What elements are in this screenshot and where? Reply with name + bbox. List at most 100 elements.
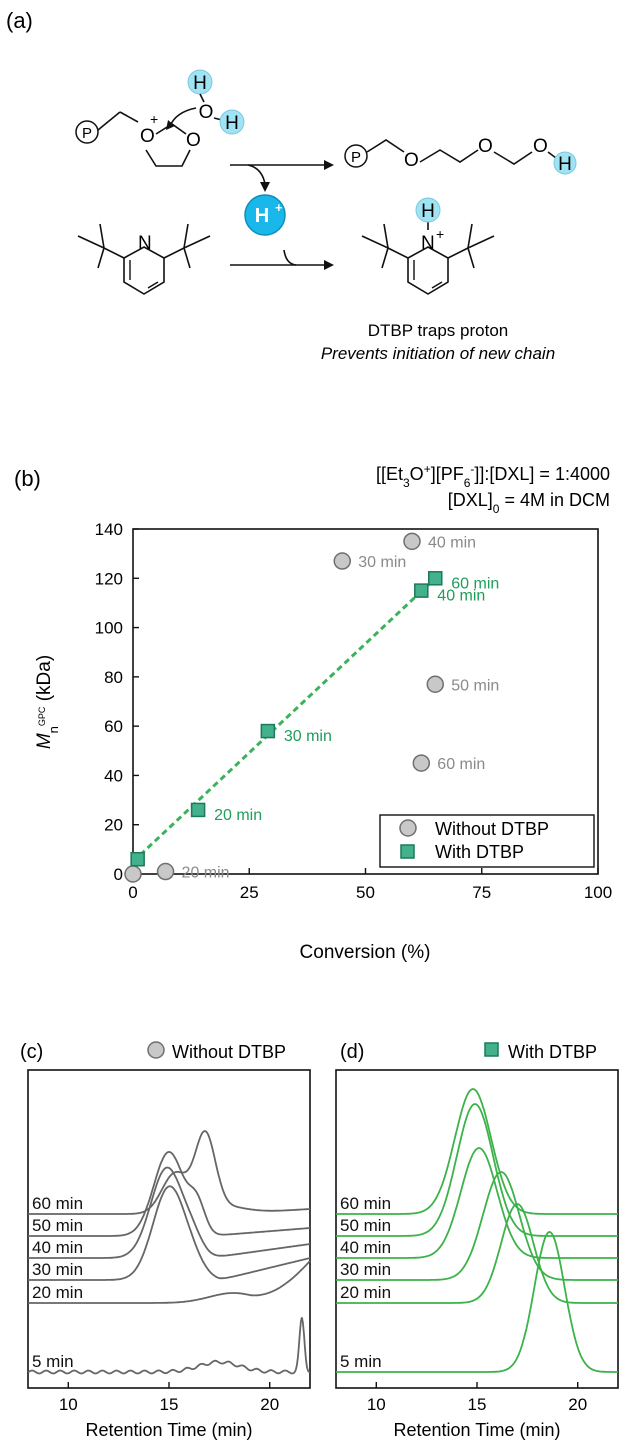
svg-text:O: O bbox=[404, 150, 419, 171]
point-time-label: 60 min bbox=[451, 575, 499, 592]
gpc-trace bbox=[28, 1260, 311, 1304]
chart-gpc: (c) Without DTBP 10 15 20 60 min 50 min 40 mi… bbox=[20, 1041, 619, 1440]
point-time-label: 30 min bbox=[284, 728, 332, 745]
gpc-trace bbox=[28, 1150, 311, 1237]
panel-d-label: (d) bbox=[340, 1041, 364, 1063]
chart-b-title-line-1: [[Et3O+][PF6-]]:[DXL] = 1:4000 bbox=[376, 462, 610, 490]
legend-without-dtbp-label: Without DTBP bbox=[435, 819, 549, 839]
panel-b-label: (b) bbox=[14, 466, 41, 491]
trace-time-label: 20 min bbox=[32, 1283, 83, 1302]
panel-d-x-axis-title: Retention Time (min) bbox=[393, 1420, 560, 1440]
legend-without-dtbp-marker bbox=[399, 819, 417, 837]
gpc-trace bbox=[27, 1317, 311, 1375]
without-dtbp-point bbox=[124, 865, 142, 883]
product-h: H bbox=[558, 154, 572, 175]
gpc-trace bbox=[28, 1185, 311, 1281]
x-tick-label: 15 bbox=[468, 1395, 487, 1414]
y-tick-label: 20 bbox=[104, 816, 123, 835]
gpc-trace bbox=[336, 1231, 618, 1373]
without-dtbp-point bbox=[333, 552, 351, 570]
reaction-scheme: (a) H O H P O + O H + P bbox=[6, 8, 577, 363]
water-h1: H bbox=[193, 73, 207, 94]
with-dtbp-point bbox=[414, 583, 429, 598]
dioxolanium-reactant: P O + O bbox=[75, 107, 201, 167]
panel-d-legend-marker bbox=[484, 1042, 499, 1057]
trace-time-label: 50 min bbox=[340, 1216, 391, 1235]
trace-time-label: 50 min bbox=[32, 1216, 83, 1235]
pyridinium-h-highlight bbox=[415, 197, 441, 223]
dtbp-molecule: N bbox=[77, 223, 211, 295]
with-dtbp-trend-line bbox=[131, 577, 437, 863]
x-tick-label: 0 bbox=[128, 883, 137, 902]
pyridinium-h: H bbox=[421, 201, 435, 222]
dtbp-pyridinium: N + H bbox=[361, 197, 495, 295]
gpc-trace bbox=[336, 1103, 618, 1237]
with-dtbp-point bbox=[190, 802, 206, 818]
without-dtbp-point bbox=[403, 532, 421, 551]
gpc-trace bbox=[336, 1203, 618, 1304]
trace-time-label: 60 min bbox=[340, 1194, 391, 1213]
trace-time-label: 5 min bbox=[32, 1352, 74, 1371]
gpc-trace bbox=[336, 1171, 618, 1281]
x-tick-label: 10 bbox=[367, 1395, 386, 1414]
attack-arrow bbox=[169, 107, 197, 127]
proton: H + bbox=[244, 194, 286, 236]
pyridinium-nitrogen: N bbox=[421, 233, 435, 254]
point-time-label: 20 min bbox=[182, 865, 230, 882]
x-tick-label: 20 bbox=[568, 1395, 587, 1414]
chart-b-legend: Without DTBP With DTBP bbox=[379, 814, 595, 868]
y-tick-label: 120 bbox=[95, 569, 123, 588]
point-time-label: 30 min bbox=[358, 554, 406, 571]
without-dtbp-point bbox=[156, 862, 175, 881]
x-tick-label: 75 bbox=[472, 883, 491, 902]
oxonium-oxygen: O bbox=[140, 126, 155, 147]
x-tick-label: 100 bbox=[584, 883, 612, 902]
y-tick-label: 100 bbox=[95, 619, 123, 638]
svg-text:O: O bbox=[478, 136, 493, 157]
water-h2-highlight bbox=[219, 109, 245, 135]
gpc-trace bbox=[336, 1088, 618, 1215]
legend-with-dtbp-label: With DTBP bbox=[435, 842, 524, 862]
caption-line-2: Prevents initiation of new chain bbox=[321, 344, 555, 363]
panel-c-label: (c) bbox=[20, 1041, 43, 1063]
ring-opened-product: P O O O H bbox=[344, 136, 577, 175]
water-h2: H bbox=[225, 113, 239, 134]
point-time-label: 40 min bbox=[428, 534, 476, 551]
polymer-symbol: P bbox=[82, 125, 92, 142]
gpc-trace bbox=[28, 1166, 311, 1259]
point-time-label: 20 min bbox=[214, 807, 262, 824]
pyridine-nitrogen: N bbox=[138, 233, 152, 254]
trace-time-label: 40 min bbox=[340, 1238, 391, 1257]
with-dtbp-point bbox=[260, 723, 276, 739]
x-tick-label: 15 bbox=[160, 1395, 179, 1414]
without-dtbp-point bbox=[412, 754, 431, 772]
proton-symbol: H bbox=[255, 205, 269, 227]
proton-charge: + bbox=[275, 200, 283, 215]
chart-b-y-axis-title: MnGPC (kDa) bbox=[34, 655, 61, 749]
with-dtbp-point bbox=[428, 571, 443, 586]
chart-b: (b) [[Et3O+][PF6-]]:[DXL] = 1:4000 [DXL]… bbox=[14, 462, 612, 963]
svg-text:O: O bbox=[186, 130, 201, 151]
trace-time-label: 30 min bbox=[32, 1260, 83, 1279]
chart-b-title-line-2: [DXL]0 = 4M in DCM bbox=[448, 490, 610, 516]
product-h-highlight bbox=[553, 151, 577, 175]
panel-c-legend-marker bbox=[147, 1041, 165, 1059]
panel-d-legend-label: With DTBP bbox=[508, 1042, 597, 1062]
caption-line-1: DTBP traps proton bbox=[368, 321, 508, 340]
point-time-label: 50 min bbox=[451, 677, 499, 694]
trace-time-label: 30 min bbox=[340, 1260, 391, 1279]
svg-text:P: P bbox=[351, 149, 361, 166]
legend-with-dtbp-marker bbox=[400, 844, 415, 859]
y-tick-label: 60 bbox=[104, 717, 123, 736]
point-time-label: 60 min bbox=[437, 756, 485, 773]
y-tick-label: 140 bbox=[95, 520, 123, 539]
y-tick-label: 40 bbox=[104, 766, 123, 785]
svg-text:+: + bbox=[436, 226, 444, 242]
x-tick-label: 25 bbox=[240, 883, 259, 902]
gpc-trace bbox=[336, 1147, 618, 1259]
panel-a-label: (a) bbox=[6, 8, 33, 33]
with-dtbp-point bbox=[130, 851, 145, 867]
water-oxygen: O bbox=[199, 102, 214, 123]
oxonium-charge: + bbox=[150, 111, 158, 127]
chart-b-x-axis-title: Conversion (%) bbox=[300, 942, 431, 963]
